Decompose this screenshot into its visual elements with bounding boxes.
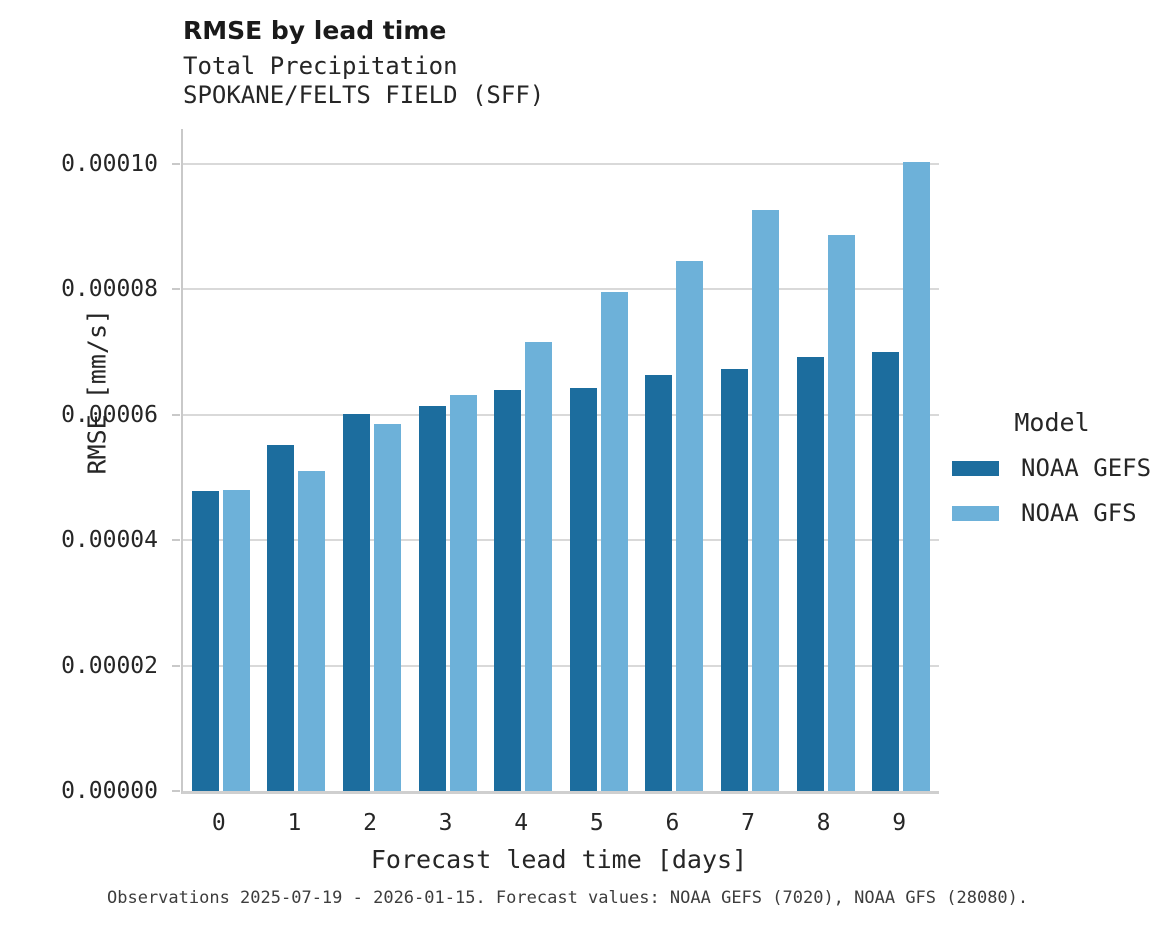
bar-group-day-6: [637, 129, 713, 791]
x-axis-title: Forecast lead time [days]: [370, 845, 748, 874]
footer-caption: Observations 2025-07-19 - 2026-01-15. Fo…: [107, 888, 1029, 908]
y-tick-label: 0.00004: [61, 527, 158, 554]
x-tick-label: 1: [287, 810, 302, 836]
bar-noaa-gefs-day-0: [191, 490, 219, 791]
bar-group-day-9: [863, 129, 939, 791]
legend-swatch: [952, 460, 999, 476]
x-tick-label: 3: [438, 810, 453, 836]
plot-area: [181, 129, 939, 794]
legend-items: NOAA GEFS NOAA GFS: [952, 454, 1172, 527]
x-tick-label: 6: [665, 810, 680, 836]
bar-group-day-2: [334, 129, 410, 791]
bar-group-day-0: [183, 129, 259, 791]
y-tick-mark: [172, 288, 180, 291]
x-tick-label: 2: [363, 810, 377, 836]
y-tick-mark: [172, 539, 180, 542]
gridline: [183, 288, 939, 291]
x-tick-label: 9: [892, 810, 907, 836]
gridline: [183, 163, 939, 166]
legend-item-noaa-gfs: NOAA GFS: [952, 499, 1172, 527]
y-tick-mark: [172, 413, 180, 416]
chart-subtitle-variable: Total Precipitation: [183, 52, 458, 80]
bar-group-day-1: [259, 129, 335, 791]
bar-noaa-gfs-day-4: [525, 341, 553, 791]
bar-noaa-gfs-day-5: [600, 292, 628, 791]
x-tick-label: 4: [514, 810, 529, 836]
legend: Model NOAA GEFS NOAA GFS: [952, 408, 1172, 527]
legend-item-noaa-gefs: NOAA GEFS: [952, 454, 1172, 482]
y-tick-label: 0.00008: [61, 276, 158, 303]
bar-group-day-7: [712, 129, 788, 791]
legend-title: Model: [1014, 408, 1090, 437]
y-tick-label: 0.00002: [61, 652, 158, 679]
gridline: [183, 664, 939, 667]
legend-swatch: [952, 505, 999, 521]
gridline: [183, 413, 939, 416]
y-tick-mark: [172, 664, 180, 667]
y-axis-title: RMSE [mm/s]: [82, 308, 112, 475]
bar-noaa-gefs-day-6: [645, 375, 673, 791]
bar-noaa-gefs-day-1: [267, 445, 295, 791]
y-tick-mark: [172, 790, 180, 792]
y-tick-label: 0.00010: [61, 151, 158, 178]
x-tick-label: 8: [816, 810, 831, 836]
bar-noaa-gfs-day-0: [222, 489, 250, 791]
bar-group-day-8: [788, 129, 864, 791]
bar-noaa-gfs-day-6: [676, 261, 704, 791]
bar-group-day-3: [410, 129, 486, 791]
legend-label: NOAA GEFS: [1021, 454, 1152, 482]
y-tick-label: 0.00006: [61, 401, 158, 428]
bar-noaa-gfs-day-7: [751, 209, 779, 791]
bar-noaa-gefs-day-8: [796, 357, 824, 791]
chart-title: RMSE by lead time: [183, 16, 447, 45]
bar-noaa-gfs-day-3: [449, 395, 477, 791]
bar-group-day-4: [485, 129, 561, 791]
gridline: [183, 539, 939, 542]
bar-noaa-gefs-day-5: [569, 387, 597, 791]
bar-noaa-gefs-day-2: [342, 414, 370, 791]
bar-groups: [183, 129, 939, 791]
legend-label: NOAA GFS: [1021, 499, 1137, 527]
bar-noaa-gefs-day-9: [872, 351, 900, 791]
bar-noaa-gfs-day-9: [903, 162, 931, 791]
x-tick-label: 0: [211, 810, 226, 836]
bar-noaa-gfs-day-8: [827, 234, 855, 791]
y-tick-label: 0.00000: [61, 778, 158, 804]
bar-noaa-gefs-day-4: [494, 390, 522, 791]
y-tick-mark: [172, 163, 180, 166]
chart-subtitle-station: SPOKANE/FELTS FIELD (SFF): [183, 81, 545, 109]
bar-noaa-gfs-day-1: [298, 470, 326, 791]
bar-noaa-gefs-day-7: [720, 368, 748, 791]
x-tick-label: 5: [589, 810, 604, 836]
bar-group-day-5: [561, 129, 637, 791]
x-tick-label: 7: [741, 810, 755, 836]
bar-noaa-gfs-day-2: [373, 423, 401, 791]
bar-noaa-gefs-day-3: [418, 405, 446, 791]
